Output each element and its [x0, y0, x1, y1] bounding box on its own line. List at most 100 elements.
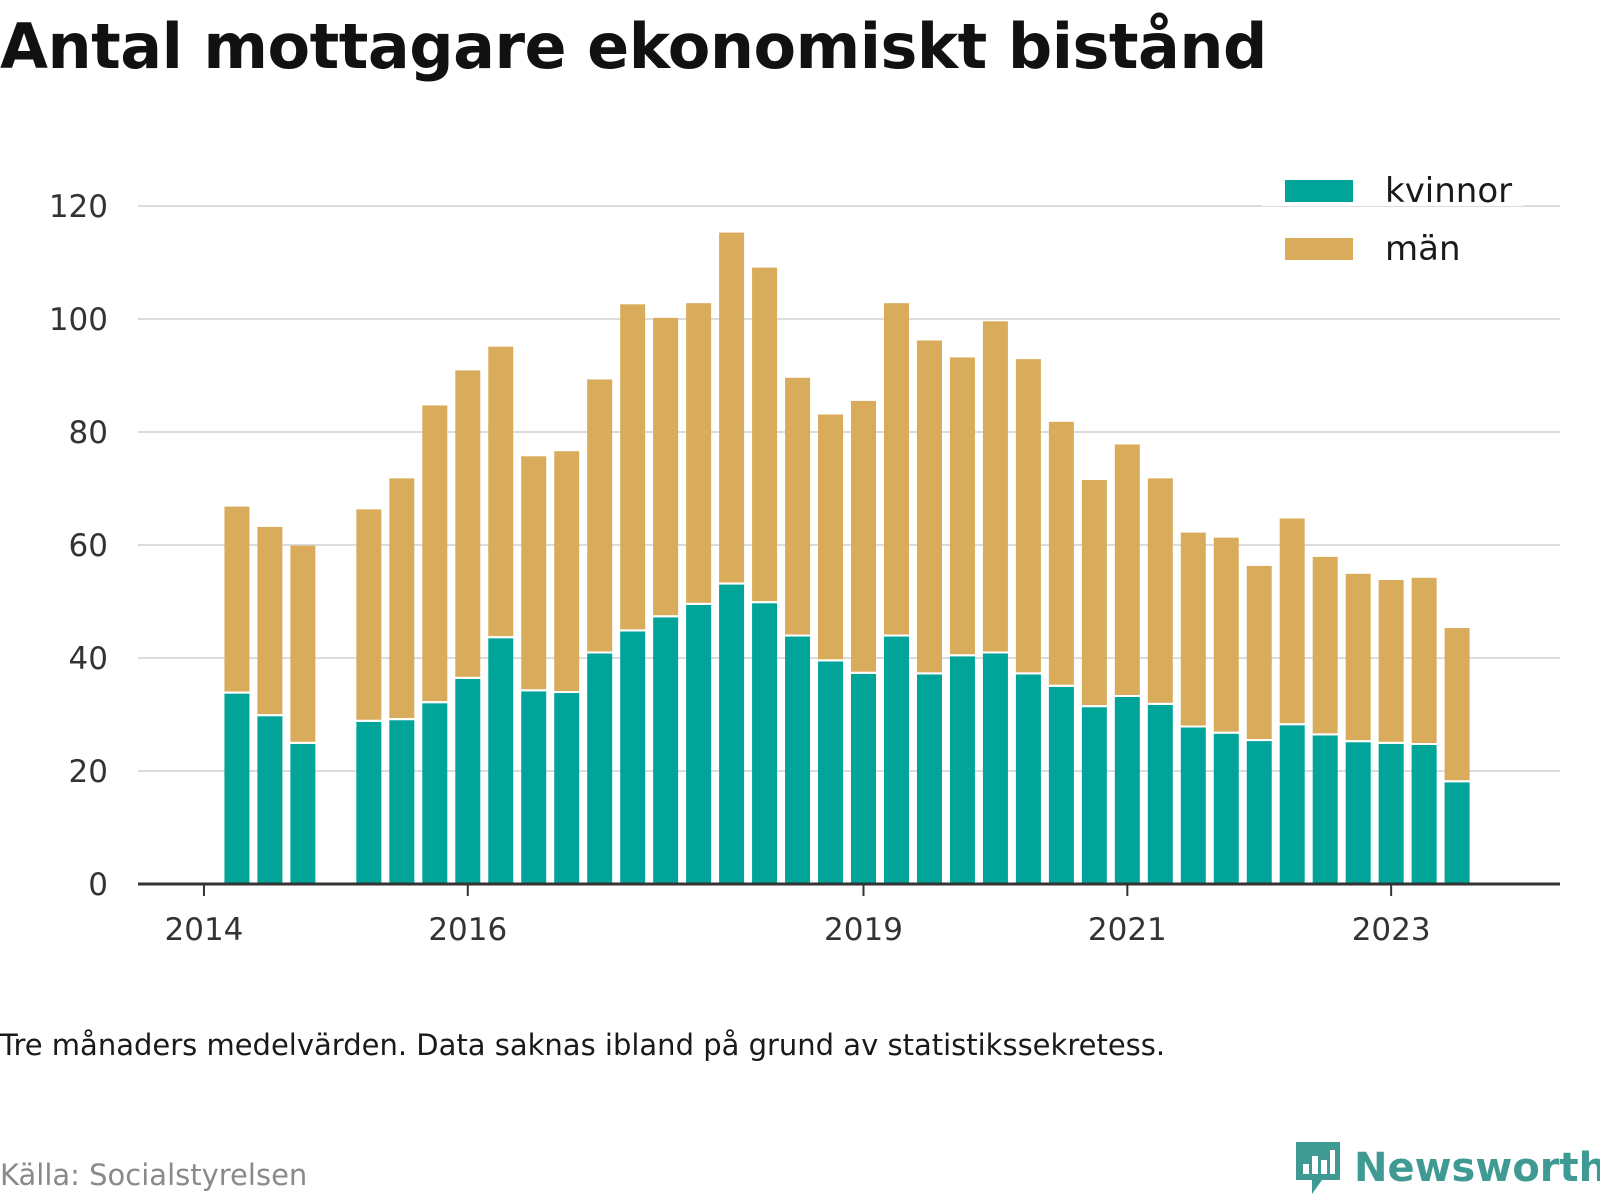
bar-kvinnor [257, 716, 283, 884]
bar-man [949, 357, 975, 655]
bar-kvinnor [1279, 725, 1305, 884]
bar-separator [554, 691, 580, 694]
bar-stack [1279, 518, 1305, 884]
bar-man [1147, 478, 1173, 703]
bar-man [488, 346, 514, 637]
bar-separator [883, 634, 909, 637]
bar-separator [455, 676, 481, 679]
bar-kvinnor [389, 720, 415, 884]
x-tick-label: 2016 [428, 912, 507, 948]
newsworthy-logo: Newsworthy [1292, 1138, 1600, 1198]
bar-stack [686, 303, 712, 884]
bar-kvinnor [1213, 733, 1239, 884]
bar-man [686, 303, 712, 603]
bar-man [1048, 421, 1074, 685]
bar-man [1312, 556, 1338, 734]
bar-man [818, 414, 844, 660]
legend-swatch-man [1285, 238, 1353, 260]
bar-separator [1180, 725, 1206, 728]
x-axis: 2014 2016 2019 2021 2023 [138, 882, 1560, 948]
bar-man [785, 377, 811, 635]
bar-stack [1081, 480, 1107, 884]
bar-stack [752, 267, 778, 884]
bar-man [1246, 565, 1272, 740]
bar-kvinnor [1048, 686, 1074, 884]
bar-kvinnor [851, 673, 877, 884]
bar-man [982, 321, 1008, 652]
bar-stack [883, 303, 909, 884]
bar-separator [290, 741, 316, 744]
bar-kvinnor [686, 604, 712, 884]
bar-man [389, 478, 415, 719]
bar-separator [521, 689, 547, 692]
bar-separator [1081, 705, 1107, 708]
bar-kvinnor [916, 674, 942, 884]
bar-stack [290, 545, 316, 884]
bar-stack [1444, 628, 1470, 884]
bar-kvinnor [1246, 741, 1272, 884]
bar-separator [1147, 702, 1173, 705]
bar-separator [587, 651, 613, 654]
bar-stack [1048, 421, 1074, 884]
bar-separator [1015, 672, 1041, 675]
y-tick-label: 0 [88, 867, 108, 903]
y-axis-labels: 0 20 40 60 80 100 120 [49, 189, 108, 903]
bar-stack [587, 379, 613, 884]
bar-separator [422, 701, 448, 704]
bar-separator [1048, 684, 1074, 687]
bar-kvinnor [488, 638, 514, 884]
x-tick-label: 2019 [824, 912, 903, 948]
bar-kvinnor [883, 636, 909, 884]
bar-man [455, 370, 481, 677]
bar-man [883, 303, 909, 635]
bars [224, 232, 1470, 884]
bar-kvinnor [224, 693, 250, 884]
bar-separator [949, 654, 975, 657]
bar-stack [554, 451, 580, 884]
bar-man [620, 304, 646, 630]
bar-kvinnor [455, 678, 481, 884]
bar-stack [982, 321, 1008, 884]
bar-stack [719, 232, 745, 884]
bar-separator [356, 719, 382, 722]
y-tick-label: 60 [69, 528, 108, 564]
bar-stack [1114, 444, 1140, 884]
bar-man [1378, 580, 1404, 742]
stacked-bar-chart: 2014 2016 2019 2021 2023 0 20 40 60 80 100 120 kvi… [49, 150, 1560, 948]
bar-man [1279, 518, 1305, 724]
bar-stack [1411, 577, 1437, 884]
bar-man [851, 400, 877, 672]
bar-separator [389, 718, 415, 721]
source-credit: Källa: Socialstyrelsen [0, 1158, 308, 1192]
bar-separator [916, 672, 942, 675]
bar-man [1015, 359, 1041, 673]
bar-kvinnor [818, 661, 844, 884]
bar-kvinnor [290, 743, 316, 884]
bar-kvinnor [1444, 782, 1470, 884]
bar-kvinnor [1378, 743, 1404, 884]
bar-stack [1312, 556, 1338, 884]
x-tick-label: 2021 [1088, 912, 1167, 948]
bar-man [257, 526, 283, 715]
bar-stack [620, 304, 646, 884]
legend-label-man: män [1385, 229, 1461, 269]
bar-man [1444, 628, 1470, 781]
bar-kvinnor [422, 703, 448, 884]
bar-stack [1378, 580, 1404, 884]
bar-kvinnor [1114, 696, 1140, 884]
newsworthy-logo-icon [1296, 1142, 1340, 1194]
bar-man [1345, 573, 1371, 741]
bar-man [916, 340, 942, 673]
bar-separator [1345, 740, 1371, 743]
bar-separator [1279, 723, 1305, 726]
bar-kvinnor [1081, 707, 1107, 884]
bar-kvinnor [521, 691, 547, 884]
bar-stack [1246, 565, 1272, 884]
bar-separator [1114, 694, 1140, 697]
bar-stack [916, 340, 942, 884]
y-tick-label: 120 [49, 189, 108, 225]
bar-kvinnor [719, 584, 745, 884]
bar-kvinnor [1312, 735, 1338, 884]
bar-separator [257, 714, 283, 717]
bar-stack [455, 370, 481, 884]
